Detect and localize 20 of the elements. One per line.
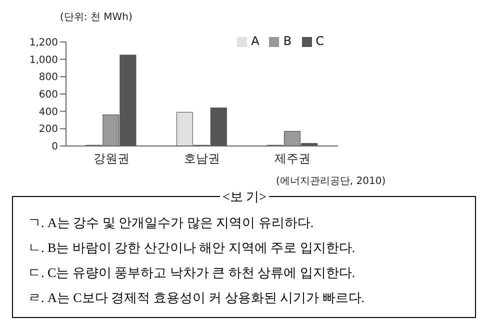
y-tick-label: 600 bbox=[38, 90, 58, 101]
y-tick-label: 0 bbox=[52, 142, 58, 153]
y-tick-label: 200 bbox=[38, 124, 58, 136]
text: ㄱ. A는 강수 및 안개일수가 많은 지역이 유리하다. bbox=[28, 214, 315, 232]
y-tick-label: 1,200 bbox=[29, 38, 58, 49]
legend-label: B bbox=[283, 34, 292, 48]
y-axis-title: (단위: 천 MWh) bbox=[60, 11, 132, 24]
x-tick-label: 강원권 bbox=[93, 152, 130, 166]
x-tick-label: 호남권 bbox=[184, 152, 220, 166]
text: (에너지관리공단, 2010) bbox=[276, 175, 386, 188]
legend-label: C bbox=[316, 34, 324, 48]
x-tick-label: 제주권 bbox=[274, 152, 311, 166]
y-tick-label: 800 bbox=[38, 72, 58, 84]
text: <보 기> bbox=[220, 189, 270, 204]
text: ㄷ. C는 유량이 풍부하고 낙차가 큰 하천 상류에 입지한다. bbox=[28, 264, 356, 282]
y-tick-label: 1,000 bbox=[29, 54, 58, 66]
legend-label: A bbox=[251, 34, 260, 48]
text: ㄴ. B는 바람이 강한 산간이나 해안 지역에 주로 입지한다. bbox=[28, 239, 356, 257]
y-tick-label: 400 bbox=[38, 106, 58, 118]
text: ㄹ. A는 C보다 경제적 효용성이 커 상용화된 시기가 빠르다. bbox=[28, 289, 366, 307]
